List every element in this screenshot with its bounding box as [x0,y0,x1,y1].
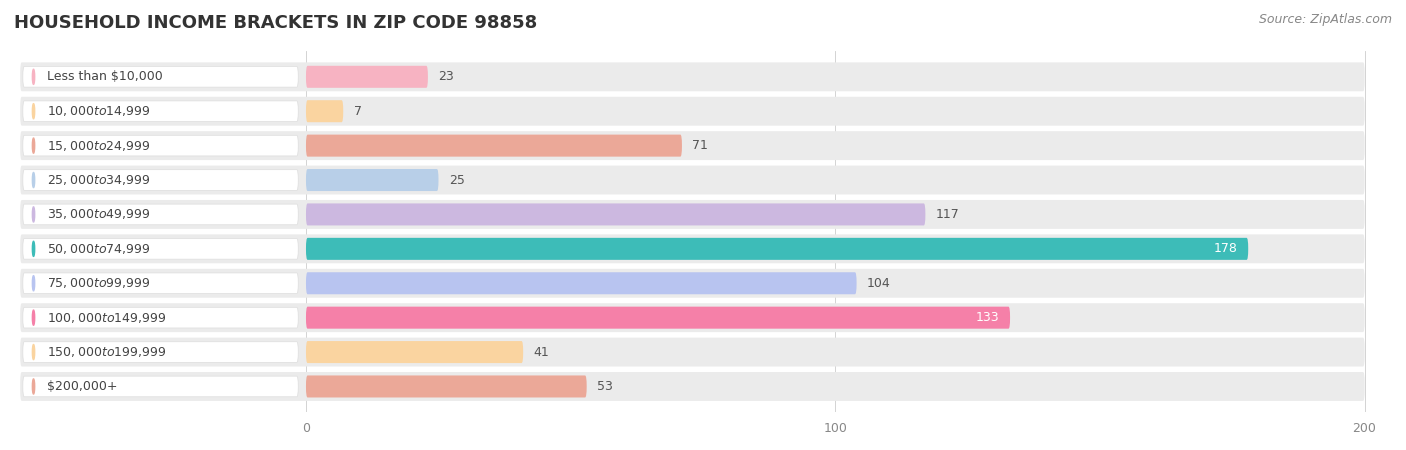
Text: $35,000 to $49,999: $35,000 to $49,999 [46,207,150,221]
Text: 117: 117 [936,208,960,221]
Text: $15,000 to $24,999: $15,000 to $24,999 [46,139,150,153]
FancyBboxPatch shape [22,170,298,190]
FancyBboxPatch shape [20,372,1365,401]
FancyBboxPatch shape [22,67,298,87]
FancyBboxPatch shape [22,273,298,293]
Circle shape [32,241,35,256]
Text: 23: 23 [439,70,454,83]
Text: $100,000 to $149,999: $100,000 to $149,999 [46,310,166,324]
Circle shape [32,172,35,188]
Circle shape [32,345,35,360]
FancyBboxPatch shape [20,234,1365,263]
FancyBboxPatch shape [22,307,298,328]
FancyBboxPatch shape [20,269,1365,298]
FancyBboxPatch shape [20,166,1365,194]
FancyBboxPatch shape [20,63,1365,91]
Circle shape [32,207,35,222]
FancyBboxPatch shape [22,238,298,259]
Circle shape [32,69,35,85]
FancyBboxPatch shape [22,204,298,225]
FancyBboxPatch shape [307,135,682,157]
Circle shape [32,310,35,325]
FancyBboxPatch shape [307,238,1249,260]
Circle shape [32,104,35,119]
Text: Source: ZipAtlas.com: Source: ZipAtlas.com [1258,14,1392,27]
Text: HOUSEHOLD INCOME BRACKETS IN ZIP CODE 98858: HOUSEHOLD INCOME BRACKETS IN ZIP CODE 98… [14,14,537,32]
Text: 133: 133 [976,311,1000,324]
FancyBboxPatch shape [22,342,298,362]
Text: $200,000+: $200,000+ [46,380,117,393]
FancyBboxPatch shape [307,169,439,191]
FancyBboxPatch shape [307,341,523,363]
FancyBboxPatch shape [307,100,343,122]
Text: $150,000 to $199,999: $150,000 to $199,999 [46,345,166,359]
FancyBboxPatch shape [307,375,586,397]
Text: 25: 25 [449,174,465,187]
Text: $50,000 to $74,999: $50,000 to $74,999 [46,242,150,256]
FancyBboxPatch shape [20,200,1365,229]
Text: 53: 53 [598,380,613,393]
Text: 41: 41 [534,346,550,359]
FancyBboxPatch shape [22,376,298,397]
FancyBboxPatch shape [307,306,1010,328]
FancyBboxPatch shape [20,131,1365,160]
FancyBboxPatch shape [307,203,925,225]
FancyBboxPatch shape [20,303,1365,332]
Circle shape [32,138,35,153]
Text: 104: 104 [868,277,891,290]
FancyBboxPatch shape [22,135,298,156]
FancyBboxPatch shape [20,97,1365,126]
Circle shape [32,379,35,394]
Text: $75,000 to $99,999: $75,000 to $99,999 [46,276,150,290]
Text: 71: 71 [692,139,709,152]
Text: $10,000 to $14,999: $10,000 to $14,999 [46,104,150,118]
Text: $25,000 to $34,999: $25,000 to $34,999 [46,173,150,187]
FancyBboxPatch shape [307,272,856,294]
Text: 178: 178 [1213,243,1237,255]
FancyBboxPatch shape [20,338,1365,366]
FancyBboxPatch shape [307,66,427,88]
FancyBboxPatch shape [22,101,298,122]
Text: Less than $10,000: Less than $10,000 [46,70,163,83]
Circle shape [32,276,35,291]
Text: 7: 7 [354,105,361,118]
